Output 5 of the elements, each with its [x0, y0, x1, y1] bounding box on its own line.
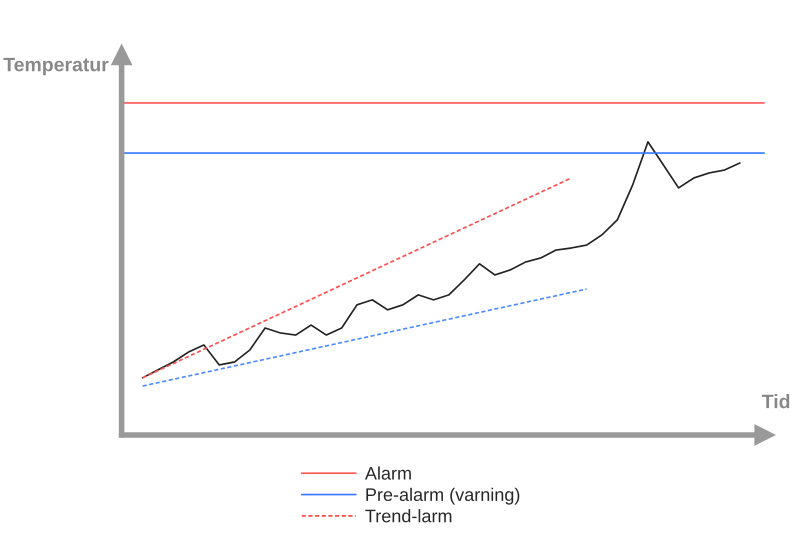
x-axis-title: Tid	[762, 394, 790, 408]
legend-label: Trend-larm	[365, 509, 452, 522]
legend-label: Alarm	[364, 466, 411, 480]
y-axis-title: Temperatur	[3, 58, 108, 76]
legend-label: Pre-alarm (varning)	[366, 488, 520, 505]
